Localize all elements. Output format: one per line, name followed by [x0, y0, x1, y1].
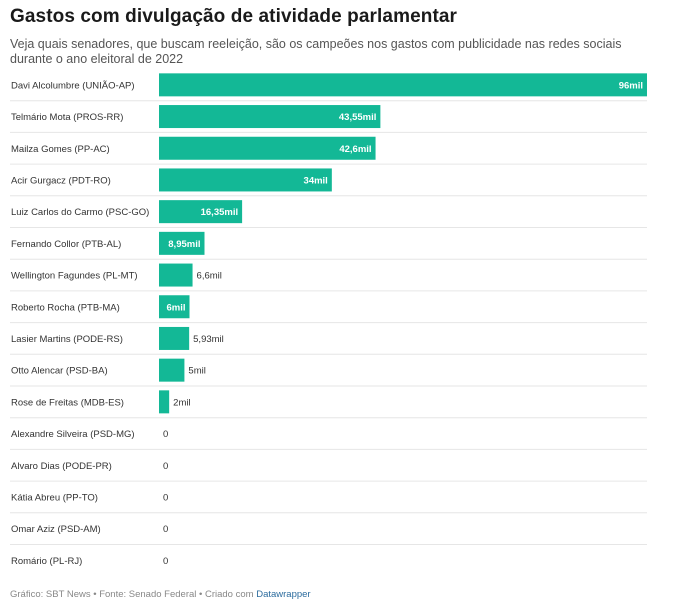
- category-label: Roberto Rocha (PTB-MA): [11, 302, 120, 313]
- bar: [159, 326, 190, 350]
- value-label: 0: [163, 492, 168, 503]
- footer: Gráfico: SBT News • Fonte: Senado Federa…: [10, 589, 311, 600]
- chart-subtitle: Veja quais senadores, que buscam reeleiç…: [10, 37, 622, 66]
- value-label: 0: [163, 429, 168, 440]
- category-label: Romário (PL-RJ): [11, 556, 82, 567]
- datawrapper-link[interactable]: Datawrapper: [256, 589, 311, 600]
- value-label: 34mil: [304, 175, 328, 186]
- value-label: 16,35mil: [201, 207, 239, 218]
- category-label: Fernando Collor (PTB-AL): [11, 239, 121, 250]
- category-label: Lasier Martins (PODE-RS): [11, 334, 123, 345]
- value-label: 8,95mil: [168, 239, 200, 250]
- category-label: Mailza Gomes (PP-AC): [11, 144, 110, 155]
- value-label: 5mil: [188, 366, 205, 377]
- category-label: Kátia Abreu (PP-TO): [11, 492, 98, 503]
- category-label: Alexandre Silveira (PSD-MG): [11, 429, 135, 440]
- bar: [159, 295, 190, 319]
- chart-title: Gastos com divulgação de atividade parla…: [10, 6, 458, 27]
- bar: [159, 390, 170, 414]
- category-label: Wellington Fagundes (PL-MT): [11, 271, 138, 282]
- bar: [159, 263, 193, 287]
- bar: [159, 73, 647, 97]
- category-label: Davi Alcolumbre (UNIÃO-AP): [11, 80, 135, 91]
- value-label: 96mil: [619, 80, 643, 91]
- bar: [159, 168, 332, 192]
- value-label: 6,6mil: [197, 271, 222, 282]
- value-label: 0: [163, 556, 168, 567]
- category-label: Telmário Mota (PROS-RR): [11, 112, 123, 123]
- category-label: Otto Alencar (PSD-BA): [11, 366, 108, 377]
- footer-source: Gráfico: SBT News • Fonte: Senado Federa…: [10, 589, 257, 600]
- category-label: Rose de Freitas (MDB-ES): [11, 397, 124, 408]
- bar: [159, 231, 205, 255]
- value-label: 43,55mil: [339, 112, 377, 123]
- value-label: 0: [163, 524, 168, 535]
- category-label: Luiz Carlos do Carmo (PSC-GO): [11, 207, 149, 218]
- value-label: 6mil: [166, 302, 185, 313]
- category-label: Acir Gurgacz (PDT-RO): [11, 175, 111, 186]
- value-label: 0: [163, 461, 168, 472]
- category-label: Omar Aziz (PSD-AM): [11, 524, 101, 535]
- value-label: 2mil: [173, 397, 190, 408]
- bar: [159, 136, 376, 160]
- value-label: 5,93mil: [193, 334, 224, 345]
- category-label: Alvaro Dias (PODE-PR): [11, 461, 112, 472]
- bar: [159, 200, 243, 224]
- bar: [159, 105, 381, 129]
- bar: [159, 358, 185, 382]
- value-label: 42,6mil: [339, 144, 371, 155]
